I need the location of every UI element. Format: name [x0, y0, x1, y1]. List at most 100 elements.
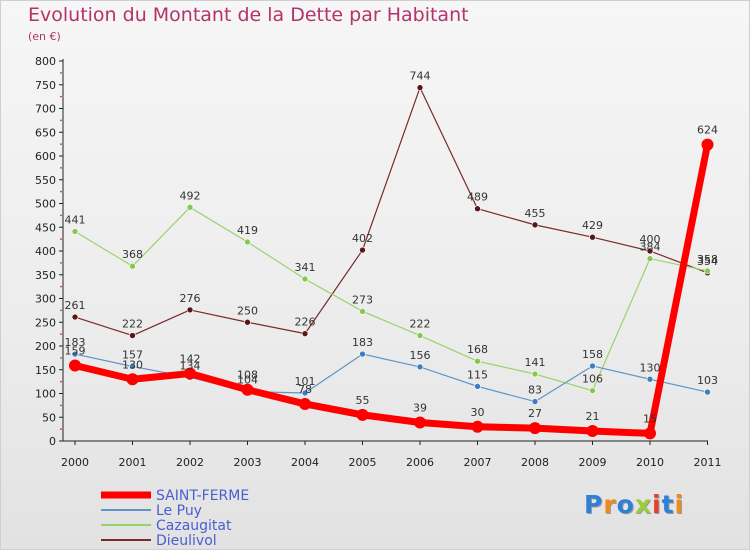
- data-point-le-puy: [531, 398, 539, 405]
- data-point-dieulivol: [589, 233, 596, 241]
- data-label-saint-ferme: 55: [356, 394, 370, 407]
- y-tick-label: 800: [35, 55, 56, 68]
- x-tick-label: 2005: [349, 456, 377, 469]
- y-tick-label: 100: [35, 388, 56, 401]
- data-point-cazaugitat: [359, 308, 366, 315]
- data-label-saint-ferme: 27: [528, 407, 542, 420]
- data-point-le-puy: [474, 383, 481, 390]
- x-tick-label: 2002: [176, 456, 204, 469]
- data-label-le-puy: 156: [410, 349, 431, 362]
- data-point-dieulivol: [129, 332, 136, 339]
- x-tick-label: 2000: [61, 456, 89, 469]
- chart-title: Evolution du Montant de la Dette par Hab…: [28, 4, 469, 26]
- data-point-dieulivol: [359, 246, 366, 254]
- data-label-dieulivol: 400: [640, 233, 661, 246]
- data-label-saint-ferme: 15: [643, 412, 657, 425]
- series-line-cazaugitat: [74, 206, 709, 392]
- y-tick-label: 150: [35, 364, 56, 377]
- data-point-le-puy: [646, 375, 654, 383]
- y-tick-label: 250: [35, 316, 56, 329]
- data-point-saint-ferme: [69, 359, 81, 372]
- y-minor-tick: [60, 380, 62, 383]
- data-point-le-puy: [704, 388, 711, 396]
- y-minor-tick: [60, 71, 62, 74]
- data-label-saint-ferme: 108: [237, 369, 258, 382]
- data-point-cazaugitat: [129, 262, 136, 270]
- series-line-dieulivol: [74, 86, 709, 337]
- data-label-dieulivol: 261: [65, 299, 86, 312]
- data-label-dieulivol: 226: [295, 316, 316, 329]
- data-label-cazaugitat: 222: [410, 318, 431, 331]
- y-tick-label: 750: [35, 79, 56, 92]
- y-tick-label: 550: [35, 174, 56, 187]
- data-point-cazaugitat: [646, 255, 654, 262]
- data-label-cazaugitat: 384: [640, 241, 661, 254]
- data-label-dieulivol: 429: [582, 219, 603, 232]
- x-tick-label: 2011: [694, 456, 722, 469]
- data-label-le-puy: 157: [122, 348, 143, 361]
- legend-label: Cazaugitat: [156, 518, 232, 534]
- data-label-le-puy: 101: [295, 375, 316, 388]
- x-tick-label: 2009: [579, 456, 607, 469]
- y-minor-tick: [60, 428, 62, 431]
- data-label-saint-ferme: 130: [122, 358, 143, 371]
- data-label-cazaugitat: 273: [352, 293, 373, 306]
- y-minor-tick: [60, 143, 62, 146]
- data-point-dieulivol: [244, 318, 251, 326]
- data-point-cazaugitat: [589, 387, 596, 394]
- y-minor-tick: [60, 404, 62, 407]
- data-label-cazaugitat: 492: [180, 189, 201, 202]
- x-tick-label: 2006: [406, 456, 434, 469]
- y-minor-tick: [60, 95, 62, 98]
- data-label-saint-ferme: 30: [471, 406, 485, 419]
- y-minor-tick: [60, 261, 62, 264]
- data-label-cazaugitat: 358: [697, 253, 718, 266]
- data-point-le-puy: [301, 389, 309, 397]
- data-label-dieulivol: 250: [237, 304, 258, 317]
- data-point-dieulivol: [301, 330, 309, 337]
- x-tick-label: 2001: [119, 456, 147, 469]
- y-tick-label: 50: [42, 411, 56, 424]
- data-label-saint-ferme: 78: [298, 383, 312, 396]
- data-label-le-puy: 183: [352, 336, 373, 349]
- data-point-saint-ferme: [701, 138, 714, 151]
- data-point-dieulivol: [416, 84, 424, 91]
- data-label-saint-ferme: 39: [413, 401, 427, 414]
- data-point-cazaugitat: [71, 228, 79, 235]
- data-point-saint-ferme: [126, 373, 139, 386]
- y-tick-label: 650: [35, 126, 56, 139]
- data-point-saint-ferme: [471, 420, 484, 433]
- y-tick-label: 450: [35, 221, 56, 234]
- data-point-cazaugitat: [474, 357, 481, 365]
- chart-subtitle: (en €): [28, 30, 61, 43]
- data-point-cazaugitat: [301, 275, 309, 283]
- data-point-dieulivol: [186, 306, 194, 314]
- y-tick-label: 600: [35, 150, 56, 163]
- data-label-dieulivol: 489: [467, 191, 488, 204]
- data-point-dieulivol: [474, 205, 481, 213]
- proxiti-logo: Proxiti: [584, 490, 685, 519]
- y-minor-tick: [60, 356, 62, 359]
- data-label-cazaugitat: 168: [467, 343, 488, 356]
- data-point-cazaugitat: [244, 238, 251, 246]
- y-tick-label: 350: [35, 269, 56, 282]
- y-minor-tick: [60, 285, 62, 288]
- data-label-cazaugitat: 341: [295, 261, 316, 274]
- data-label-cazaugitat: 419: [237, 224, 258, 237]
- data-label-le-puy: 158: [582, 348, 603, 361]
- data-label-saint-ferme: 159: [65, 344, 86, 357]
- data-label-le-puy: 83: [528, 384, 542, 397]
- data-point-saint-ferme: [299, 397, 311, 410]
- y-minor-tick: [60, 309, 62, 312]
- data-label-cazaugitat: 106: [582, 373, 603, 386]
- data-point-saint-ferme: [529, 422, 541, 435]
- legend-label: Dieulivol: [156, 533, 217, 549]
- data-point-cazaugitat: [704, 267, 711, 275]
- data-point-cazaugitat: [531, 370, 539, 378]
- x-tick-label: 2010: [636, 456, 664, 469]
- data-point-le-puy: [71, 350, 79, 358]
- y-tick-label: 0: [49, 435, 56, 448]
- data-label-le-puy: 183: [65, 336, 86, 349]
- y-minor-tick: [60, 166, 62, 169]
